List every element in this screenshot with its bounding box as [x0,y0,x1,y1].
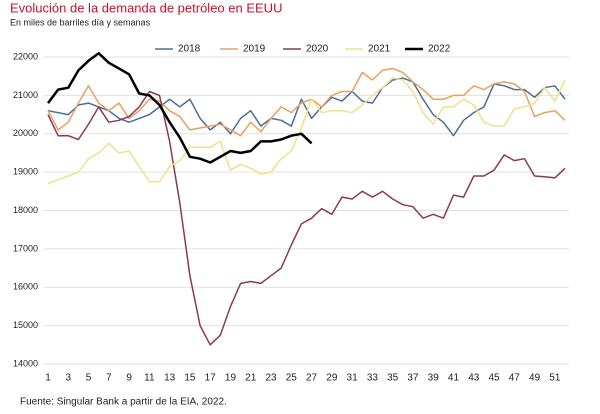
chart-subtitle: En miles de barriles día y semanas [10,17,151,27]
source-note: Fuente: Singular Bank a partir de la EIA… [20,397,227,408]
x-tick-label: 51 [549,373,561,384]
y-tick-label: 22000 [13,51,38,61]
x-tick-label: 39 [428,373,440,384]
y-tick-label: 16000 [13,282,38,292]
x-tick-label: 23 [265,373,277,384]
x-tick-label: 35 [387,373,399,384]
series-line [47,67,566,137]
x-tick-label: 15 [184,373,196,384]
y-tick-label: 18000 [13,205,38,215]
x-tick-label: 45 [488,373,500,384]
legend-label: 2019 [243,44,266,55]
x-tick-label: 27 [306,373,318,384]
legend-label: 2022 [428,44,451,55]
x-tick-label: 5 [86,373,92,384]
x-tick-label: 17 [205,373,217,384]
y-tick-label: 21000 [13,90,38,100]
series-line [47,77,566,185]
x-tick-label: 19 [225,373,237,384]
y-tick-label: 15000 [13,320,38,330]
y-tick-label: 14000 [13,358,38,368]
x-tick-label: 3 [65,373,71,384]
x-tick-label: 7 [106,373,112,384]
x-tick-label: 25 [286,373,298,384]
x-tick-label: 33 [367,373,379,384]
y-tick-label: 20000 [13,128,38,138]
y-tick-label: 19000 [13,167,38,177]
y-tick-label: 17000 [13,243,38,253]
series-line [46,51,313,164]
x-tick-label: 1 [45,373,51,384]
x-tick-label: 9 [126,373,132,384]
x-tick-label: 49 [529,373,541,384]
series-line [47,77,566,137]
x-tick-label: 31 [347,373,359,384]
chart-title: Evolución de la demanda de petróleo en E… [10,0,282,15]
x-tick-label: 43 [468,373,480,384]
x-tick-label: 41 [448,373,460,384]
x-tick-label: 11 [144,373,155,384]
legend-label: 2020 [306,44,329,55]
x-tick-label: 21 [245,373,257,384]
legend-label: 2021 [368,44,391,55]
x-tick-label: 47 [509,373,521,384]
x-tick-label: 13 [164,373,176,384]
legend-label: 2018 [178,44,201,55]
x-tick-label: 29 [326,373,338,384]
x-tick-label: 37 [407,373,419,384]
series-line [47,90,566,346]
